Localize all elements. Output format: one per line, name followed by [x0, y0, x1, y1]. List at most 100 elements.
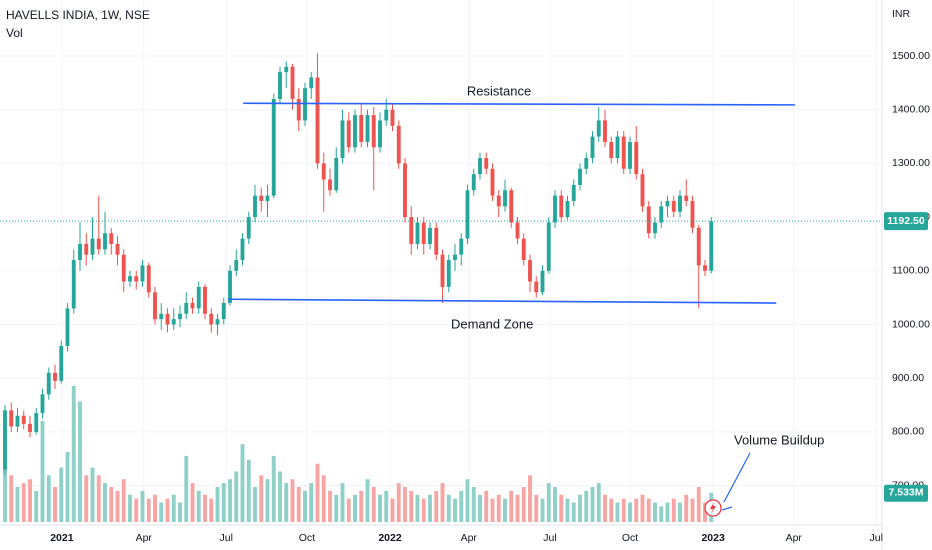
volume-bar	[609, 498, 614, 522]
candle-body	[40, 394, 45, 414]
candle-body	[346, 120, 351, 148]
candle-body	[559, 195, 564, 218]
candle-body	[421, 222, 426, 244]
candle-body	[240, 238, 245, 261]
volume-bar	[171, 494, 176, 522]
volume-bar	[184, 455, 189, 522]
volume-bar	[671, 498, 676, 522]
candle-body	[496, 195, 501, 207]
arrow	[721, 506, 733, 511]
candle-body	[590, 136, 595, 159]
volume-bar	[121, 479, 126, 522]
candle-body	[190, 303, 195, 309]
volume-bar	[240, 444, 245, 522]
candle-body	[215, 319, 220, 325]
candle-body	[646, 206, 651, 234]
candle-body	[578, 168, 582, 185]
volume-bar	[15, 487, 20, 522]
candle-body	[471, 174, 476, 191]
trend-line-label: Resistance	[467, 84, 531, 99]
volume-bar	[453, 498, 457, 522]
volume-bar	[359, 490, 364, 522]
candle-body	[334, 158, 339, 191]
volume-bar	[59, 467, 64, 522]
x-tick-label: Apr	[786, 532, 803, 544]
volume-bar	[696, 487, 701, 522]
volume-bar	[334, 494, 339, 522]
volume-bar	[384, 490, 389, 522]
candle-body	[278, 72, 282, 99]
candle-body	[428, 227, 432, 244]
candle-body	[209, 313, 214, 325]
volume-bar	[553, 487, 557, 522]
candle-body	[509, 190, 514, 223]
volume-bar	[490, 498, 495, 522]
candle-body	[621, 136, 626, 169]
volume-bar	[640, 494, 645, 522]
volume-bar	[328, 490, 332, 522]
volume-bar	[534, 494, 539, 522]
candle-body	[234, 260, 239, 271]
volume-bar	[684, 494, 689, 522]
volume-bar	[209, 498, 214, 522]
event-icon-bolt	[710, 502, 716, 514]
x-tick-label: 2021	[50, 532, 74, 544]
candle-body	[153, 292, 157, 320]
volume-bar	[584, 490, 589, 522]
candle-body	[21, 415, 26, 424]
x-tick-label: 2023	[701, 532, 725, 544]
volume-bar	[390, 498, 395, 522]
volume-bar	[296, 487, 301, 522]
candle-body	[515, 222, 520, 239]
volume-bar	[628, 502, 632, 522]
volume-bar	[253, 487, 257, 522]
volume-bar	[471, 487, 476, 522]
candle-body	[303, 88, 307, 121]
volume-bar	[665, 502, 670, 522]
volume-bar	[540, 498, 545, 522]
candle-body	[634, 141, 639, 175]
candle-body	[490, 168, 495, 196]
candle-body	[309, 77, 314, 89]
candle-body	[459, 238, 464, 255]
volume-bar	[409, 490, 414, 522]
y-tick-label: 1100.00	[892, 265, 929, 277]
candle-body	[34, 413, 39, 432]
candle-body	[384, 109, 389, 121]
candle-body	[90, 238, 95, 255]
volume-bar	[303, 490, 307, 522]
candle-body	[534, 281, 539, 293]
x-tick-label: Oct	[299, 532, 315, 544]
volume-bar	[509, 490, 514, 522]
volume-bar	[546, 483, 551, 522]
volume-bar	[159, 502, 164, 522]
volume-bar	[496, 494, 501, 522]
volume-bar	[190, 483, 195, 522]
candle-body	[378, 120, 382, 148]
volume-bar	[559, 494, 564, 522]
volume-bar	[40, 420, 45, 522]
volume-bar	[71, 385, 76, 522]
trend-line-label: Demand Zone	[451, 317, 533, 332]
candle-body	[146, 265, 151, 293]
volume-bar	[153, 494, 157, 522]
x-tick-label: Oct	[622, 532, 638, 544]
candle-body	[78, 243, 82, 261]
volume-bar	[603, 494, 607, 522]
candle-body	[440, 254, 445, 287]
volume-bar	[134, 498, 139, 522]
volume-bar	[659, 506, 664, 522]
candle-body	[596, 120, 601, 137]
candle-body	[665, 200, 670, 207]
volume-bar	[653, 502, 657, 522]
volume-bar	[109, 487, 114, 522]
y-tick-label: 800.00	[892, 426, 924, 438]
candle-body	[396, 125, 401, 164]
volume-bar	[446, 494, 451, 522]
volume-bar	[265, 479, 270, 522]
candle-body	[584, 158, 589, 169]
volume-bar	[403, 487, 407, 522]
candle-body	[365, 115, 370, 142]
volume-bar	[578, 494, 582, 522]
volume-bar	[365, 479, 370, 522]
